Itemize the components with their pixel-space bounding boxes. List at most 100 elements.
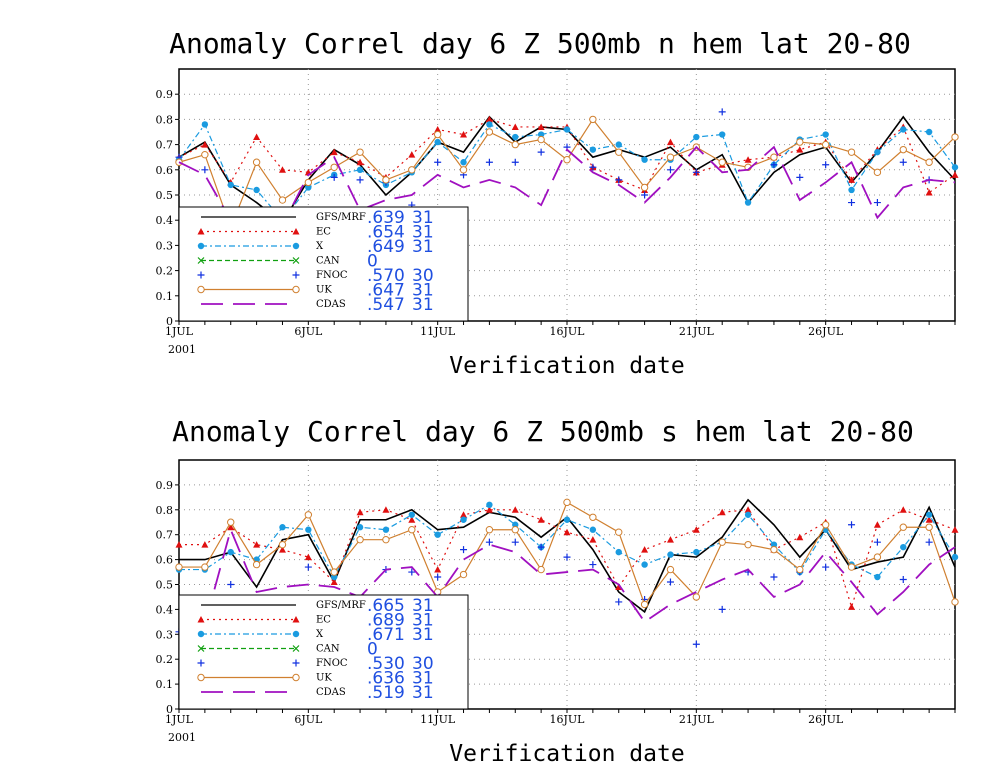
- chart-title: Anomaly Correl day 6 Z 500mb n hem lat 2…: [169, 27, 911, 60]
- legend-marker-left: [197, 659, 205, 667]
- legend-entry: EC .654 31: [197, 223, 434, 243]
- data-point: [278, 166, 286, 173]
- data-point: [951, 553, 959, 561]
- legend-mean: .689: [367, 611, 405, 631]
- chart-title: Anomaly Correl day 6 Z 500mb s hem lat 2…: [172, 415, 914, 448]
- legend-marker-right: [292, 673, 300, 682]
- data-point: [641, 191, 649, 199]
- y-tick-label: 0: [166, 703, 173, 716]
- data-point: [434, 573, 442, 581]
- x-tick-label: 11JUL: [420, 713, 456, 726]
- data-point: [666, 565, 675, 574]
- data-point: [589, 513, 597, 521]
- y-tick-label: 0: [166, 315, 173, 328]
- data-point: [227, 518, 235, 526]
- data-point: [485, 506, 493, 513]
- legend-mean: .636: [367, 669, 405, 689]
- legend-count: 31: [412, 625, 434, 645]
- data-point: [304, 563, 312, 571]
- legend-entry: GFS/MRF .665 31: [201, 596, 434, 616]
- data-point: [848, 186, 855, 194]
- data-point: [822, 161, 830, 169]
- chart-panel-n-hem: Anomaly Correl day 6 Z 500mb n hem lat 2…: [156, 27, 959, 379]
- legend-entry: UK .636 31: [197, 669, 434, 689]
- data-point: [382, 535, 390, 544]
- data-point: [486, 121, 493, 128]
- legend-mean: .639: [367, 208, 405, 228]
- legend-count: 31: [412, 281, 434, 301]
- data-point: [382, 506, 390, 513]
- legend-label: FNOC: [316, 270, 348, 281]
- data-point: [666, 166, 674, 174]
- data-point: [305, 184, 312, 191]
- data-point: [615, 528, 623, 536]
- data-point: [512, 133, 519, 141]
- data-point: [460, 516, 467, 523]
- y-tick-label: 0.7: [156, 139, 174, 152]
- data-point: [641, 561, 648, 568]
- series-uk: [175, 115, 959, 232]
- data-point: [330, 163, 338, 171]
- data-point: [640, 183, 649, 192]
- legend-label: UK: [316, 673, 332, 684]
- data-point: [744, 199, 752, 206]
- legend-entry: CDAS .519 31: [201, 683, 434, 703]
- data-point: [486, 501, 493, 509]
- legend-marker-right: [292, 645, 300, 652]
- data-point: [899, 506, 907, 513]
- legend-mean: .649: [367, 237, 405, 257]
- x-tick-label: 1JUL: [165, 713, 194, 726]
- legend-mean: .547: [367, 295, 405, 315]
- data-point: [408, 511, 415, 518]
- legend-mean: .665: [367, 596, 405, 616]
- data-point: [692, 593, 701, 601]
- data-point: [925, 538, 933, 546]
- data-point: [201, 563, 209, 571]
- data-point: [563, 156, 571, 164]
- data-point: [925, 516, 933, 523]
- data-point: [253, 186, 260, 194]
- data-point: [718, 538, 726, 546]
- data-point: [951, 164, 959, 171]
- data-point: [744, 156, 752, 163]
- legend-marker-left: [197, 242, 205, 250]
- data-point: [822, 563, 830, 571]
- x-tick-label: 1JUL: [165, 325, 194, 338]
- legend: GFS/MRF .639 31 EC .654 31 X .649 31 CAN 0 FNOC .570…: [178, 206, 469, 322]
- legend-mean: 0: [367, 252, 378, 272]
- data-point: [615, 176, 623, 184]
- data-point: [667, 551, 674, 558]
- data-point: [744, 511, 752, 518]
- legend-mean: .570: [367, 266, 405, 286]
- legend-label: CDAS: [316, 299, 346, 310]
- data-point: [848, 603, 856, 610]
- data-point: [408, 166, 416, 174]
- data-point: [408, 526, 416, 534]
- y-tick-label: 0.6: [156, 554, 174, 567]
- x-tick-label: 26JUL: [808, 325, 844, 338]
- data-point: [537, 516, 545, 523]
- data-point: [408, 151, 416, 158]
- data-point: [356, 524, 364, 531]
- legend-mean: .654: [367, 223, 405, 243]
- data-point: [770, 541, 778, 548]
- legend-count: 31: [412, 669, 434, 689]
- data-point: [874, 148, 881, 156]
- data-point: [692, 168, 700, 176]
- legend-label: EC: [316, 615, 331, 626]
- legend-label: UK: [316, 285, 332, 296]
- plot-area: 0 0.1 0.2 0.3 0.4 0.5 0.6 0.7 0.8 0.9 1JUL 6JUL 11JU…: [156, 68, 959, 338]
- legend-count: 30: [412, 266, 434, 286]
- legend-marker-right: [292, 242, 300, 250]
- data-point: [951, 526, 959, 533]
- data-point: [356, 508, 364, 516]
- data-point: [537, 135, 545, 144]
- data-point: [899, 158, 907, 166]
- legend-count: 31: [412, 596, 434, 616]
- data-point: [537, 543, 545, 551]
- x-tick-label: 16JUL: [550, 713, 586, 726]
- data-point: [796, 533, 804, 541]
- legend-marker-right: [292, 616, 300, 623]
- data-point: [356, 166, 364, 173]
- data-point: [537, 123, 545, 130]
